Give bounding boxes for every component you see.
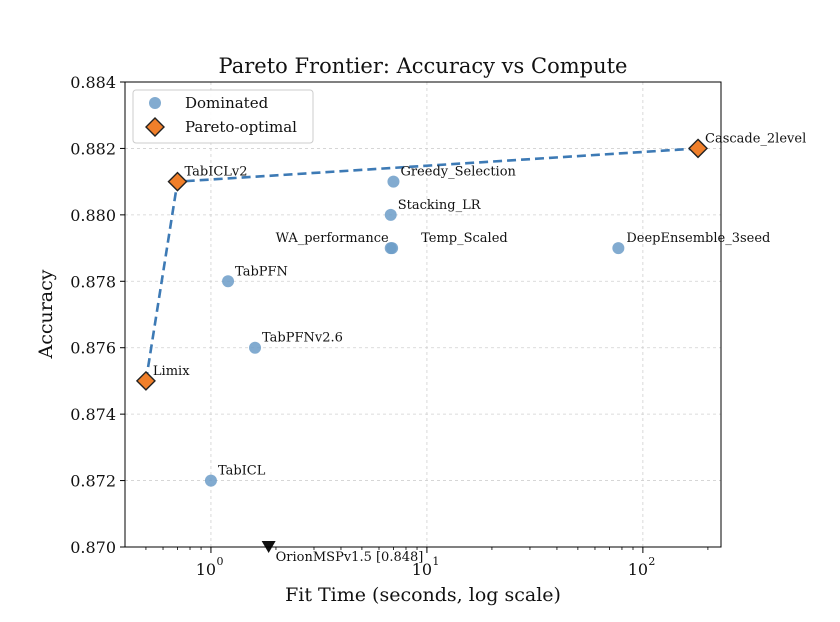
y-tick-label: 0.874	[70, 405, 116, 424]
x-tick-exponent: 0	[216, 555, 223, 568]
point-labels-group: TabICL TabPFN TabPFNv2.6 Greedy_Selection St…	[153, 131, 806, 565]
pareto-point	[167, 171, 188, 192]
y-tick-label: 0.878	[70, 272, 116, 291]
plot-frame	[124, 81, 722, 548]
legend-box	[132, 89, 314, 144]
point-label: WA_performance	[276, 231, 389, 246]
y-axis-label: Accuracy	[35, 269, 57, 359]
y-tick-label: 0.882	[70, 139, 116, 158]
legend: Dominated Pareto-optimal	[132, 89, 314, 144]
point-label: TabICL	[218, 464, 266, 479]
point-label: Temp_Scaled	[421, 231, 508, 246]
y-tick-label: 0.880	[70, 206, 116, 225]
legend-dominated-marker	[149, 97, 161, 109]
legend-pareto-label: Pareto-optimal	[185, 118, 297, 136]
x-tick-exponent: 1	[432, 555, 439, 568]
pareto-point	[688, 138, 708, 159]
legend-dominated-label: Dominated	[185, 94, 269, 112]
point-label: Stacking_LR	[398, 198, 482, 213]
y-tick-label: 0.870	[70, 538, 116, 557]
point-label: Cascade_2level	[705, 131, 806, 146]
dominated-point	[387, 175, 400, 188]
x-tick-label: 10	[412, 560, 432, 579]
dominated-point	[249, 341, 262, 354]
point-label: Greedy_Selection	[400, 165, 516, 180]
dominated-point	[386, 242, 399, 255]
point-label: Limix	[153, 364, 190, 379]
y-tick-label: 0.872	[70, 472, 116, 491]
point-label: TabICLv2	[184, 165, 247, 180]
y-tick-label: 0.884	[70, 73, 116, 92]
dominated-point	[612, 242, 625, 255]
chart-title: Pareto Frontier: Accuracy vs Compute	[219, 54, 628, 78]
point-label: TabPFNv2.6	[262, 331, 343, 346]
x-tick-label: 10	[628, 560, 648, 579]
dominated-point	[204, 474, 217, 487]
offscale-annotation: OrionMSPv1.5 [0.848]	[276, 550, 424, 565]
x-tick-label: 10	[196, 560, 216, 579]
x-axis-label: Fit Time (seconds, log scale)	[285, 584, 561, 606]
point-label: TabPFN	[235, 264, 288, 279]
dominated-point	[384, 208, 397, 221]
x-axis-ticks: 10 0 10 1 10 2	[145, 547, 709, 579]
pareto-point	[135, 370, 156, 391]
point-label: DeepEnsemble_3seed	[626, 231, 770, 246]
dominated-point	[222, 275, 235, 288]
x-tick-exponent: 2	[648, 555, 655, 568]
y-tick-label: 0.876	[70, 339, 116, 358]
points-group	[135, 138, 708, 553]
y-axis-ticks: 0.870 0.872 0.874 0.876 0.878 0.880 0.882 0.884	[70, 73, 125, 557]
legend-pareto-marker	[145, 117, 165, 137]
